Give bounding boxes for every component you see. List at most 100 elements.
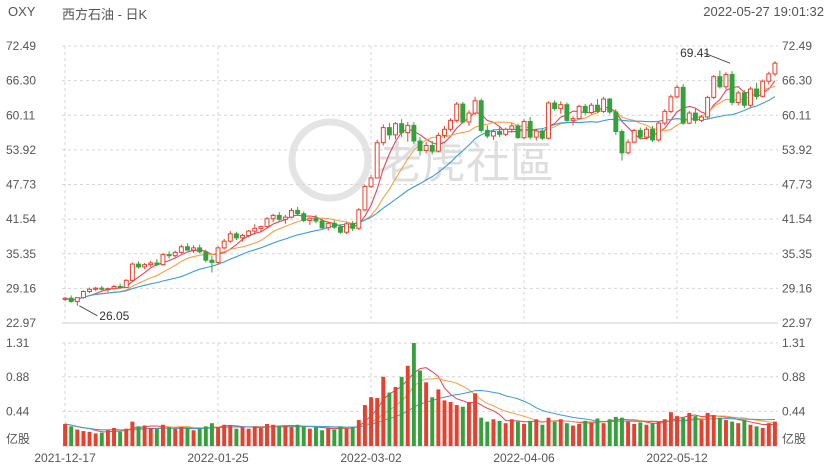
volume-bar [479,417,484,446]
candle-body [154,262,160,266]
candle-body [717,76,723,88]
volume-bar [283,425,288,446]
candle-body [276,214,282,220]
min-price-label: 26.05 [99,309,129,323]
volume-bar [338,426,343,446]
candle-body [295,209,301,215]
volume-bar [87,431,92,446]
price-tick-right: 41.54 [782,212,812,226]
candle-body [264,218,270,228]
volume-bar [699,420,704,446]
price-tick-right: 66.30 [782,74,812,88]
volume-tick-right: 1.31 [782,336,806,350]
volume-bar [662,419,667,446]
volume-bar [197,428,202,446]
volume-bar [399,376,404,446]
volume-bar [675,416,679,446]
price-tick-left: 41.54 [6,212,36,226]
volume-bar [772,421,777,446]
candle-body [662,110,668,124]
volume-bar [216,427,221,446]
candle-body [539,130,545,139]
volume-bar [112,427,116,446]
price-tick-left: 72.49 [6,39,36,53]
candle-body [350,223,356,229]
candle-body [435,134,441,152]
volume-bar [577,423,582,446]
price-tick-right: 72.49 [782,39,812,53]
volume-bar [754,426,759,446]
candle-body [227,233,233,242]
volume-bar [375,398,380,446]
candle-body [564,104,570,121]
volume-bar [63,423,68,446]
candle-body [191,247,197,251]
volume-bar [118,431,123,446]
candle-body [386,127,392,136]
volume-bar [711,415,716,446]
volume-bar [540,424,545,446]
candle-body [668,96,674,112]
ma20-line [64,96,776,301]
candle-body [160,254,166,266]
volume-bar [546,417,551,446]
volume-bar [124,428,129,446]
candle-body [503,128,509,135]
candle-body [93,287,99,290]
candle-body [735,92,741,103]
volume-bar [613,416,618,446]
volume-bar [522,423,526,446]
volume-tick-right: 0.88 [782,370,806,384]
candle-body [490,131,496,137]
candle-body [705,96,711,118]
volume-bar [307,428,312,446]
candle-body [576,105,582,120]
candle-body [772,62,778,75]
volume-bar [693,416,698,446]
volume-bar [509,419,514,446]
ma10-line [64,86,776,301]
volume-bar [228,425,233,446]
candle-body [380,127,386,144]
candle-body [362,185,368,211]
candle-body [515,125,521,139]
volume-bar [105,430,110,446]
volume-bar [681,417,686,446]
candle-body [570,118,576,121]
volume-bar [69,426,74,446]
volume-bar [252,426,257,446]
volume-bar [595,418,600,446]
candle-body [209,259,215,263]
candle-body [754,88,760,97]
candle-body [674,86,680,98]
date-tick: 2022-01-25 [187,451,249,465]
candle-body [105,288,111,291]
volume-bar [650,423,655,446]
price-tick-right: 35.35 [782,247,812,261]
candle-body [282,216,288,220]
price-tick-left: 47.73 [6,178,36,192]
price-tick-right: 47.73 [782,178,812,192]
candle-body [325,222,331,229]
max-price-label: 69.41 [680,46,710,60]
volume-bar [742,420,747,446]
volume-tick-right: 0.44 [782,404,806,418]
candle-body [558,104,564,110]
volume-bar [179,427,184,446]
price-tick-right: 60.11 [782,108,811,122]
candle-body [87,288,92,293]
volume-tick-left: 0.88 [6,370,30,384]
candle-body [448,119,454,130]
chart-header: OXY 西方石油 - 日K 2022-05-27 19:01:32 [0,0,840,22]
candle-body [148,262,154,266]
volume-bar [326,427,331,446]
candle-body [117,285,123,289]
datetime-label: 2022-05-27 19:01:32 [703,4,824,19]
candle-body [521,120,527,139]
volume-bar [191,430,196,446]
candle-body [405,124,411,134]
candle-body [760,80,766,97]
volume-bar [350,427,355,446]
max-leader-line [703,52,731,64]
